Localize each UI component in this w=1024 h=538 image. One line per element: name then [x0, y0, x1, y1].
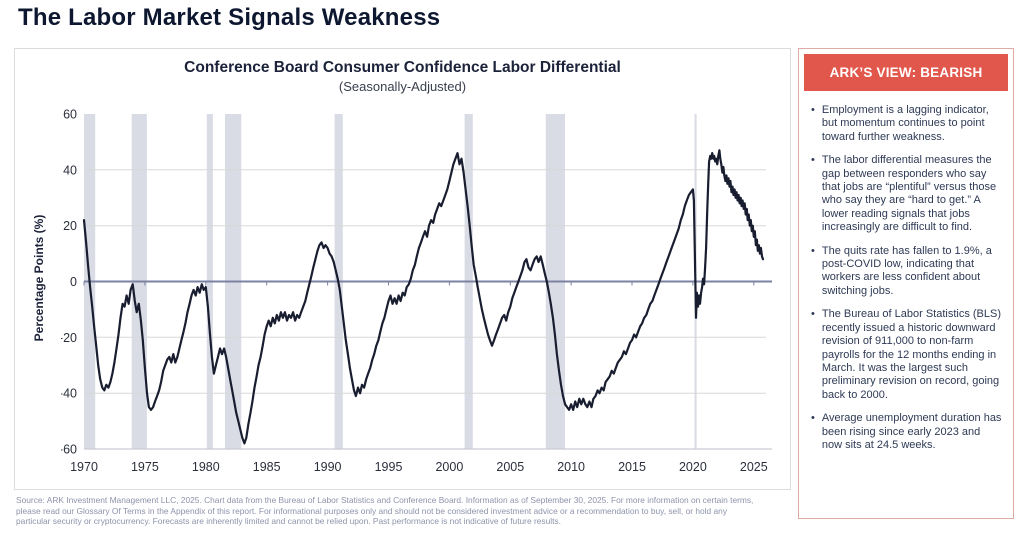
y-tick-label: 60 [63, 108, 77, 122]
y-axis-label: Percentage Points (%) [32, 214, 46, 342]
bullet-dot-icon: • [811, 104, 815, 116]
view-bullet-text: The labor differential measures the gap … [821, 154, 997, 234]
arks-view-header: ARK’S VIEW: BEARISH [804, 54, 1008, 91]
view-bullet-text: Average unemployment duration has been r… [821, 412, 1002, 451]
chart-title: Conference Board Consumer Confidence Lab… [184, 59, 621, 76]
x-tick-label: 1985 [253, 460, 281, 474]
x-tick-label: 2025 [740, 460, 768, 474]
x-tick-label: 1990 [314, 460, 342, 474]
bullet-dot-icon: • [811, 244, 815, 257]
bullet-dot-icon: • [811, 308, 815, 321]
view-bullet-text: The Bureau of Labor Statistics (BLS) rec… [821, 308, 1002, 401]
view-bullet-item: • Average unemployment duration has been … [811, 412, 1003, 452]
y-tick-label: 40 [63, 163, 77, 177]
y-tick-label: 0 [70, 275, 77, 289]
labor-differential-chart: 1970 1975 1980 1985 1990 1995 2000 2005 2010 2015… [61, 108, 772, 474]
page-title: The Labor Market Signals Weakness [18, 4, 441, 31]
view-bullet-item: • The Bureau of Labor Statistics (BLS) re… [811, 308, 1003, 402]
y-tick-label: -20 [61, 331, 77, 345]
view-bullet-item: • The quits rate has fallen to 1.9%, a po… [811, 245, 1003, 299]
view-bullet-text: The quits rate has fallen to 1.9%, a pos… [821, 244, 992, 297]
arks-view-bullet-list: • Employment is a lagging indicator, but … [799, 96, 1013, 452]
source-disclaimer: Source: ARK Investment Management LLC, 2… [16, 495, 754, 527]
chart-subtitle: (Seasonally-Adjusted) [338, 79, 467, 94]
x-tick-label: 1980 [192, 460, 220, 474]
x-tick-label: 1975 [131, 460, 159, 474]
view-bullet-item: • Employment is a lagging indicator, but … [811, 104, 1003, 144]
x-tick-label: 1995 [375, 460, 403, 474]
x-tick-label: 2010 [557, 460, 585, 474]
x-tick-label: 2005 [496, 460, 524, 474]
y-tick-label: -60 [61, 443, 77, 457]
view-bullet-item: • The labor differential measures the gap… [811, 154, 1003, 234]
labor-differential-line [82, 149, 765, 445]
chart-panel: Conference Board Consumer Confidence Lab… [14, 48, 791, 490]
x-tick-label: 2020 [679, 460, 707, 474]
x-tick-label: 2015 [618, 460, 646, 474]
arks-view-panel: ARK’S VIEW: BEARISH • Employment is a lag… [798, 48, 1014, 519]
x-tick-label: 2000 [435, 460, 463, 474]
bullet-dot-icon: • [811, 412, 815, 425]
y-tick-label: 20 [63, 219, 77, 233]
bullet-dot-icon: • [811, 154, 815, 167]
x-tick-label: 1970 [70, 460, 98, 474]
y-tick-label: -40 [61, 387, 77, 401]
view-bullet-text: Employment is a lagging indicator, but m… [821, 104, 989, 143]
